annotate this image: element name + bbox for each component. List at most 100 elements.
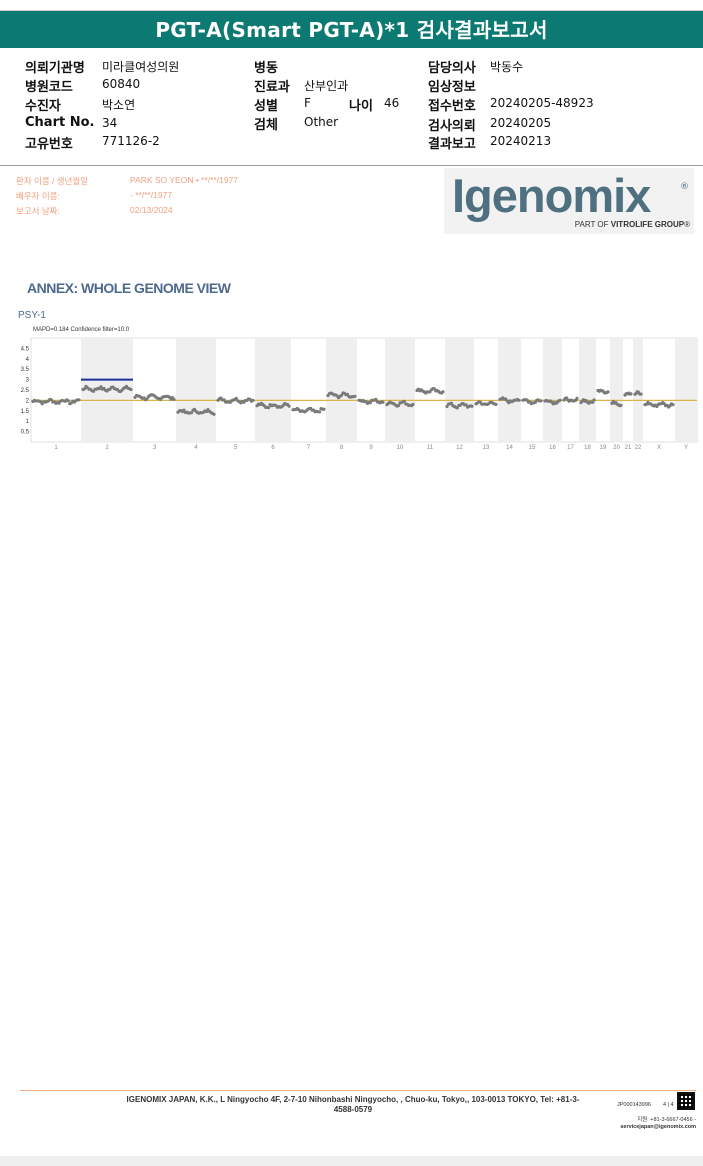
footer-document-code: JP000143996 <box>617 1102 651 1108</box>
chromosome-band-20 <box>610 338 623 442</box>
chromosome-label-X: X <box>657 445 661 451</box>
chromosome-label-15: 15 <box>529 445 536 451</box>
logo-registered-mark: ® <box>680 182 689 192</box>
report-info-table: 의뢰기관명 미라클여성의원 병원코드 60840 수진자 박소연 Chart N… <box>0 54 703 166</box>
chromosome-label-5: 5 <box>234 445 238 451</box>
data-point-chr-8 <box>353 394 357 398</box>
data-point-chr-2 <box>99 385 103 389</box>
chromosome-label-14: 14 <box>506 445 513 451</box>
partner-name-label: 배우자 이름: <box>16 191 60 201</box>
patient-name-value: PARK SO YEON • **/**/1977 <box>130 175 239 185</box>
report-title: PGT-A(Smart PGT-A)*1 검사결과보고서 <box>155 18 548 42</box>
data-point-chr-11 <box>441 390 445 394</box>
data-point-chr-9 <box>381 400 385 404</box>
data-point-chr-2 <box>129 387 133 392</box>
footer-contact: 지원: +81-3-6667-0456 - servicejapan@igeno… <box>600 1117 696 1131</box>
data-point-chr-10 <box>397 403 401 408</box>
logo-subtitle-group: VITROLIFE GROUP <box>610 220 685 229</box>
data-point-chr-5 <box>251 398 255 402</box>
page-bottom-strip <box>0 1156 703 1166</box>
data-point-chr-6 <box>287 404 291 408</box>
sample-id: PSY-1 <box>18 310 46 321</box>
chromosome-band-14 <box>498 338 521 442</box>
chromosome-band-Y <box>675 338 697 442</box>
logo-subtitle: PART OF VITROLIFE GROUP® <box>575 220 690 229</box>
y-tick-label: 3.5 <box>21 367 30 373</box>
chromosome-label-20: 20 <box>613 445 620 451</box>
chromosome-band-8 <box>326 338 357 442</box>
data-point-chr-15 <box>539 399 543 403</box>
label-hospital-code: 병원코드 <box>25 80 73 95</box>
footer-address: IGENOMIX JAPAN, K.K., L Ningyocho 4F, 2-… <box>126 1095 580 1114</box>
chromosome-label-9: 9 <box>369 445 373 451</box>
data-point-chr-7 <box>322 407 326 411</box>
data-point-chr-4 <box>189 411 194 415</box>
data-point-chr-5 <box>234 396 238 400</box>
chromosome-label-22: 22 <box>635 445 642 451</box>
chromosome-label-16: 16 <box>549 445 556 451</box>
chromosome-label-11: 11 <box>427 445 434 451</box>
data-point-chr-6 <box>267 406 271 410</box>
data-point-chr-4 <box>212 412 216 416</box>
chromosome-band-22 <box>633 338 643 442</box>
value-unique-id: 771126-2 <box>102 134 160 148</box>
chromosome-label-Y: Y <box>684 445 688 451</box>
footer-email: servicejapan@igenomix.com <box>620 1124 696 1130</box>
chromosome-label-6: 6 <box>271 445 275 451</box>
data-point-chr-17 <box>575 396 579 400</box>
value-physician: 박동수 <box>490 60 524 74</box>
data-point-chr-X <box>671 403 675 407</box>
data-point-chr-10 <box>411 402 415 406</box>
data-point-chr-12 <box>455 406 459 410</box>
y-tick-label: 3 <box>26 378 30 384</box>
data-point-chr-8 <box>339 393 344 397</box>
chromosome-band-16 <box>543 338 562 442</box>
data-point-chr-12 <box>445 404 449 409</box>
report-title-bar: PGT-A(Smart PGT-A)*1 검사결과보고서 <box>0 10 703 48</box>
label-unique-id: 고유번호 <box>25 137 73 152</box>
qr-code-icon <box>677 1092 695 1110</box>
chromosome-label-4: 4 <box>194 445 198 451</box>
data-point-chr-9 <box>368 401 372 405</box>
data-point-chr-7 <box>318 410 322 414</box>
label-department: 진료과 <box>254 80 290 95</box>
data-point-chr-20 <box>619 403 623 407</box>
logo-wordmark: Igenomix <box>452 169 651 222</box>
label-clinical-info: 임상정보 <box>428 80 476 95</box>
chromosome-label-21: 21 <box>625 445 632 451</box>
value-specimen: Other <box>304 115 339 129</box>
y-tick-label: 2 <box>26 398 30 404</box>
data-point-chr-14 <box>517 398 521 402</box>
label-ward: 병동 <box>254 61 278 76</box>
label-test-requested: 검사의뢰 <box>428 119 476 134</box>
chromosome-label-18: 18 <box>584 445 591 451</box>
data-point-chr-9 <box>374 397 378 401</box>
patient-name-label: 환자 이름 / 생년월일 <box>16 176 89 186</box>
y-tick-label: 1.5 <box>21 409 30 415</box>
data-point-chr-12 <box>449 401 453 405</box>
data-point-chr-21 <box>629 392 633 396</box>
chromosome-band-4 <box>176 338 216 442</box>
value-requesting-institution: 미라클여성의원 <box>102 60 180 74</box>
logo-subtitle-prefix: PART OF <box>574 220 611 229</box>
report-date-value: 02/13/2024 <box>130 205 173 215</box>
y-tick-label: 0.5 <box>21 430 30 436</box>
y-tick-label: 2.5 <box>21 388 30 394</box>
data-point-chr-22 <box>639 392 643 396</box>
footer-page-number: 4 | 4 <box>663 1102 674 1108</box>
data-point-chr-13 <box>494 402 498 406</box>
data-point-chr-10 <box>402 399 406 403</box>
data-point-chr-2 <box>82 387 87 391</box>
data-point-chr-8 <box>345 392 350 396</box>
data-point-chr-19 <box>606 390 610 394</box>
value-receipt-number: 20240205-48923 <box>490 96 594 110</box>
chromosome-band-12 <box>445 338 474 442</box>
footer-phone: 지원: +81-3-6667-0456 - <box>637 1117 696 1123</box>
value-sex: F <box>304 96 311 110</box>
chromosome-label-12: 12 <box>456 445 463 451</box>
chromosome-band-18 <box>579 338 596 442</box>
logo-subtitle-reg: ® <box>684 220 690 229</box>
data-point-chr-1 <box>77 398 81 402</box>
label-patient: 수진자 <box>25 99 61 114</box>
label-result-report: 결과보고 <box>428 137 476 152</box>
